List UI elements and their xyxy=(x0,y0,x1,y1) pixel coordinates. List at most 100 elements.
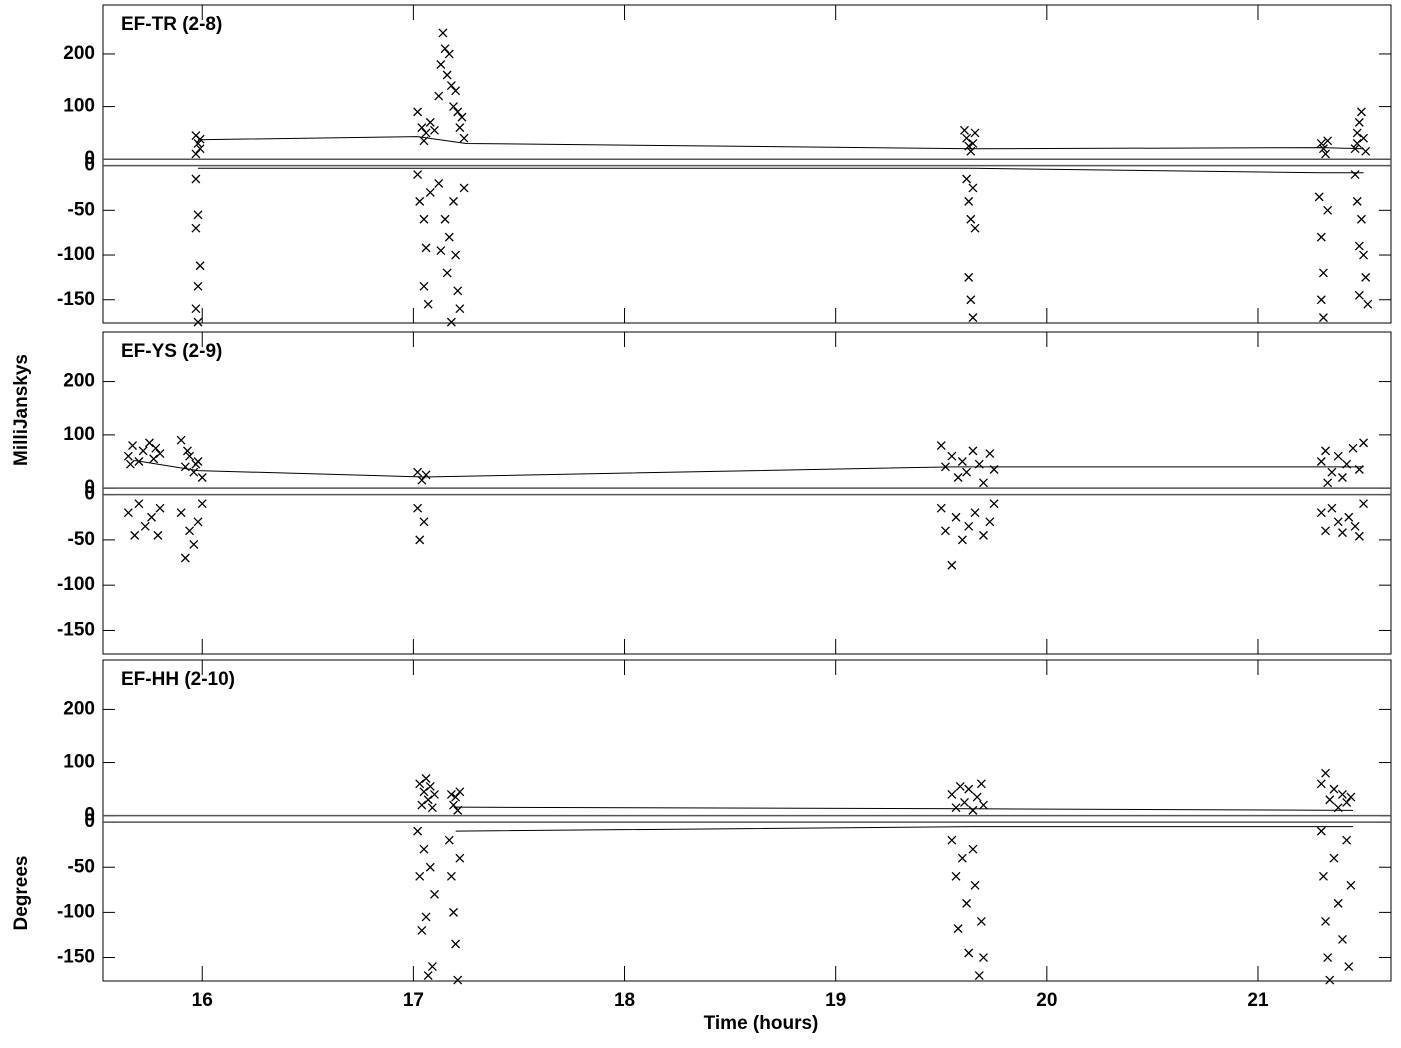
data-point xyxy=(1354,117,1364,127)
data-point xyxy=(1352,128,1362,138)
y-tick-label: 0 xyxy=(84,811,95,832)
data-point xyxy=(1333,517,1343,527)
data-point xyxy=(425,862,435,872)
data-point xyxy=(453,975,463,985)
data-point xyxy=(444,835,454,845)
data-point xyxy=(427,962,437,972)
data-point xyxy=(1350,521,1360,531)
data-point xyxy=(451,86,461,96)
data-point xyxy=(1318,871,1328,881)
data-point xyxy=(176,508,186,518)
model-line xyxy=(455,826,1353,832)
data-point xyxy=(936,441,946,450)
data-point xyxy=(1354,241,1364,251)
data-point xyxy=(1348,443,1358,453)
y-tick-label: -50 xyxy=(68,856,95,877)
panel-title: EF-YS (2-9) xyxy=(121,341,222,362)
data-point xyxy=(453,286,463,296)
data-point xyxy=(153,530,163,540)
data-point xyxy=(957,457,967,466)
data-point xyxy=(425,782,435,791)
y-tick-label: 0 xyxy=(84,155,95,176)
data-point xyxy=(425,187,435,197)
data-point xyxy=(191,149,201,159)
data-point xyxy=(123,451,133,461)
data-point xyxy=(453,805,463,815)
data-point xyxy=(955,782,965,791)
data-point xyxy=(979,478,988,488)
data-point xyxy=(193,281,203,291)
data-point xyxy=(1323,205,1333,215)
data-point xyxy=(1354,290,1364,300)
data-point xyxy=(972,792,982,802)
data-point xyxy=(193,210,203,220)
y-tick-label: 200 xyxy=(63,698,95,719)
y-tick-label: -150 xyxy=(57,947,95,968)
y-tick-label: -50 xyxy=(68,199,95,220)
data-point xyxy=(1359,499,1369,509)
panel-frame xyxy=(102,4,1392,324)
y-tick-label: -100 xyxy=(57,574,95,595)
data-point xyxy=(970,508,980,518)
data-point xyxy=(960,797,969,807)
data-point xyxy=(1346,792,1356,802)
data-point xyxy=(953,924,963,934)
data-point xyxy=(962,174,972,184)
data-point xyxy=(455,787,465,797)
data-point xyxy=(966,295,976,305)
data-point xyxy=(413,467,423,477)
data-point xyxy=(1318,268,1328,278)
data-point xyxy=(144,438,154,448)
data-point xyxy=(968,313,978,323)
data-point xyxy=(1321,446,1330,456)
data-point xyxy=(1316,295,1326,305)
data-point xyxy=(446,317,456,327)
data-point xyxy=(1346,880,1356,890)
data-point xyxy=(1361,272,1371,282)
x-tick-label: 19 xyxy=(825,990,846,1011)
data-point xyxy=(451,792,461,802)
data-point xyxy=(962,898,972,908)
y-tick-label: 100 xyxy=(63,96,95,117)
data-point xyxy=(134,499,144,509)
data-point xyxy=(419,517,429,527)
data-point xyxy=(1363,299,1373,309)
x-tick-label: 17 xyxy=(403,990,424,1011)
data-point xyxy=(440,214,450,224)
data-point xyxy=(193,517,203,527)
data-point xyxy=(446,789,456,799)
data-point xyxy=(438,28,448,38)
data-point xyxy=(430,789,439,799)
data-point xyxy=(1316,457,1326,466)
data-point xyxy=(951,512,961,522)
x-tick-label: 21 xyxy=(1247,990,1269,1011)
data-point xyxy=(1344,512,1354,522)
data-point xyxy=(976,916,986,926)
data-point xyxy=(968,138,978,148)
data-point xyxy=(1316,779,1326,789)
data-point xyxy=(970,880,980,890)
data-point xyxy=(419,844,429,854)
data-point xyxy=(451,250,461,260)
data-point xyxy=(430,125,439,135)
data-point xyxy=(1316,232,1326,242)
data-point xyxy=(1321,768,1330,778)
data-point xyxy=(1321,916,1330,926)
data-point xyxy=(455,304,465,314)
data-point xyxy=(415,535,425,545)
data-point xyxy=(968,183,978,193)
data-point xyxy=(417,475,427,485)
data-point xyxy=(1352,196,1362,206)
data-point xyxy=(421,128,431,138)
data-point xyxy=(947,451,957,461)
data-point xyxy=(417,123,427,133)
data-point xyxy=(197,499,207,509)
data-point xyxy=(953,473,963,482)
data-point xyxy=(123,508,133,518)
data-point xyxy=(459,133,469,143)
data-point xyxy=(455,853,465,863)
data-point xyxy=(191,459,201,469)
data-point xyxy=(1354,531,1364,541)
y2-axis-label: Degrees xyxy=(11,856,32,931)
